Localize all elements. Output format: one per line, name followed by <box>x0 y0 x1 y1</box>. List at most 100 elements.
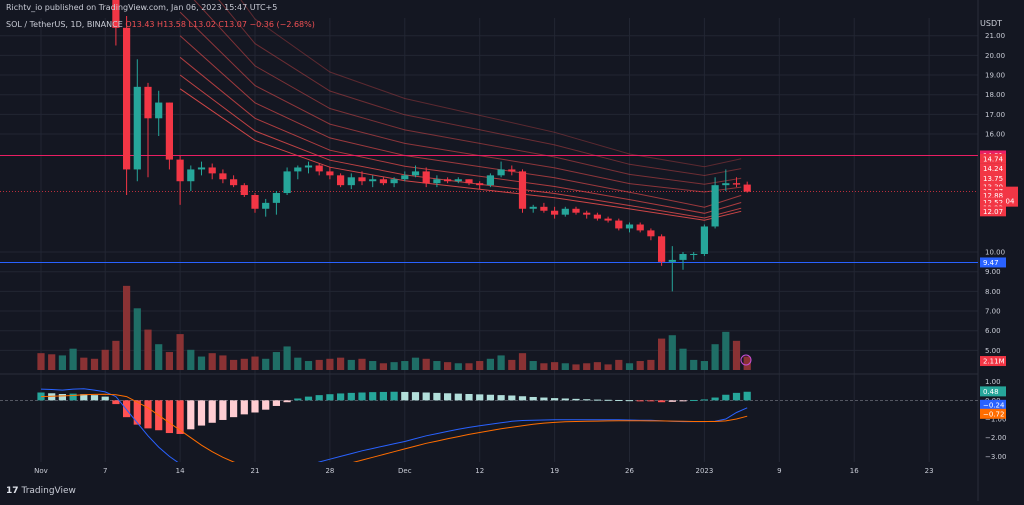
macd-tick-label: −2.00 <box>985 434 1006 442</box>
candle-body <box>551 210 559 215</box>
time-tick-label: 21 <box>251 467 260 475</box>
volume-bar <box>658 338 666 370</box>
volume-bar <box>197 356 206 370</box>
volume-bar <box>294 357 302 370</box>
volume-bar <box>101 349 109 370</box>
volume-bar <box>379 363 387 370</box>
macd-histogram-bar <box>518 396 527 401</box>
price-tick-label: 21.00 <box>985 32 1005 40</box>
brand-name: TradingView <box>21 486 76 496</box>
volume-bar <box>304 361 313 370</box>
candle-body <box>486 175 494 186</box>
ribbon-price-label: 12.07 <box>983 208 1003 216</box>
volume-bar <box>625 363 634 370</box>
volume-bar <box>165 352 173 370</box>
volume-bar <box>123 285 131 370</box>
volume-bar <box>465 363 473 370</box>
volume-bar <box>518 353 527 370</box>
volume-bar <box>326 358 334 370</box>
tradingview-brand[interactable]: 17 TradingView <box>6 486 76 496</box>
macd-histogram-bar <box>743 391 751 401</box>
volume-bar <box>583 363 591 370</box>
volume-bar <box>422 358 430 370</box>
macd-histogram-bar <box>197 400 206 426</box>
macd-histogram-bar <box>572 398 580 401</box>
candle-body <box>358 177 366 182</box>
candle-body <box>390 179 398 184</box>
candle-body <box>411 171 420 176</box>
price-tick-label: 7.00 <box>985 308 1001 316</box>
candle-body <box>647 230 655 237</box>
candle-body <box>743 184 751 192</box>
macd-tick-label: −1.00 <box>985 416 1006 424</box>
candle-body <box>315 165 323 172</box>
price-tick-label: 16.00 <box>985 131 1005 139</box>
macd-histogram-bar <box>658 400 666 403</box>
volume-bar <box>208 353 216 370</box>
candle-body <box>454 179 462 182</box>
macd-histogram-bar <box>508 395 516 401</box>
currency-label: USDT <box>980 19 1002 28</box>
candle-body <box>294 167 302 172</box>
ma-ribbon-line <box>179 56 742 214</box>
volume-bar <box>711 344 719 370</box>
macd-histogram-bar <box>48 393 56 401</box>
time-tick-label: 23 <box>925 467 934 475</box>
ma-ribbon-line <box>218 0 742 177</box>
volume-bar <box>551 362 559 370</box>
macd-histogram-bar <box>486 394 494 401</box>
price-tick-label: 20.00 <box>985 52 1005 60</box>
ribbon-price-label: 14.24 <box>983 165 1004 173</box>
candle-body <box>240 185 248 195</box>
time-tick-label: 26 <box>625 467 634 475</box>
ribbon-price-label-bg <box>980 190 1006 201</box>
macd-histogram-bar <box>390 391 398 401</box>
candle-body <box>272 193 280 203</box>
candle-body <box>658 236 666 262</box>
signal-line-label: −0.72 <box>983 410 1004 418</box>
price-tick-label: 19.00 <box>985 72 1005 80</box>
volume-bar <box>572 364 580 370</box>
volume-bar <box>722 331 730 370</box>
volume-bar <box>133 308 141 370</box>
volume-label: 2.11M <box>983 358 1005 366</box>
macd-line-label-bg <box>980 399 1006 410</box>
candle-body <box>230 179 238 186</box>
price-tick-label: 8.00 <box>985 288 1001 296</box>
macd-histogram-bar <box>379 391 387 401</box>
candle-body <box>508 169 516 172</box>
volume-bar <box>315 359 323 370</box>
ma-ribbon-line <box>179 35 742 208</box>
volume-bar <box>90 358 99 370</box>
candle-body <box>262 202 270 209</box>
macd-histogram-bar <box>690 399 698 401</box>
volume-bar <box>390 362 398 370</box>
ma-ribbon-line <box>179 88 742 221</box>
volume-bar <box>540 363 548 370</box>
macd-histogram-bar <box>283 400 291 403</box>
candle-body <box>165 102 173 160</box>
volume-bar <box>347 359 355 370</box>
macd-histogram-bar <box>722 394 730 401</box>
candle-body <box>444 179 452 182</box>
macd-histogram-bar <box>636 400 644 402</box>
candle-body <box>476 183 484 186</box>
volume-bar <box>240 358 248 370</box>
macd-histogram-bar <box>133 400 141 425</box>
macd-histogram-bar <box>326 394 334 401</box>
candle-body <box>497 169 505 176</box>
volume-bar <box>561 363 569 370</box>
price-tick-label: 6.00 <box>985 327 1001 335</box>
candle-body <box>123 27 131 170</box>
macd-histogram-bar <box>593 399 601 401</box>
candle-body <box>690 254 698 255</box>
candle-body <box>219 173 227 180</box>
macd-histogram-bar <box>540 397 548 401</box>
symbol-name[interactable]: SOL / TetherUS, 1D, BINANCE <box>6 20 123 29</box>
time-tick-label: 12 <box>475 467 484 475</box>
ribbon-price-label: 14.74 <box>983 155 1004 163</box>
macd-histogram-bar <box>80 394 88 401</box>
macd-histogram-bar <box>176 400 184 434</box>
volume-bar <box>187 349 195 370</box>
